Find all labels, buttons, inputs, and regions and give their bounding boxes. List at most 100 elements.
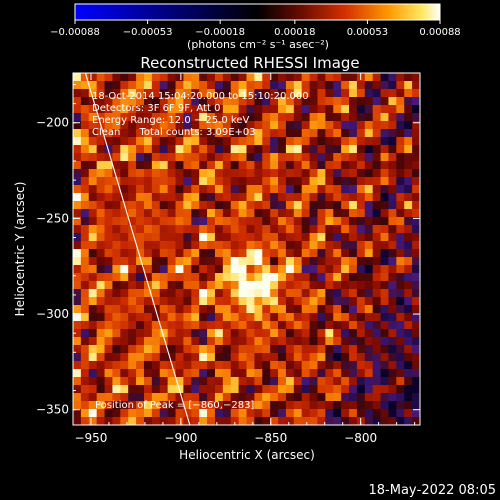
heatmap-cell bbox=[372, 305, 381, 314]
heatmap-cell bbox=[388, 137, 397, 146]
heatmap-cell bbox=[317, 89, 326, 98]
heatmap-cell bbox=[238, 193, 247, 202]
heatmap-cell bbox=[372, 209, 381, 218]
heatmap-cell bbox=[254, 401, 263, 410]
heatmap-cell bbox=[88, 145, 98, 154]
heatmap-cell bbox=[230, 177, 240, 186]
heatmap-cell bbox=[143, 401, 153, 410]
heatmap-cell bbox=[88, 249, 98, 258]
heatmap-cell bbox=[238, 321, 247, 330]
heatmap-cell bbox=[159, 361, 169, 370]
heatmap-cell bbox=[128, 177, 137, 186]
heatmap-cell bbox=[120, 377, 129, 386]
heatmap-cell bbox=[143, 73, 153, 82]
heatmap-cell bbox=[167, 217, 176, 226]
heatmap-cell bbox=[270, 337, 279, 346]
heatmap-cell bbox=[270, 81, 279, 90]
heatmap-cell bbox=[388, 201, 397, 210]
heatmap-cell bbox=[388, 353, 397, 362]
heatmap-cell bbox=[143, 385, 153, 394]
heatmap-cell bbox=[112, 305, 121, 314]
heatmap-cell bbox=[207, 361, 216, 370]
heatmap-cell bbox=[325, 97, 334, 106]
heatmap-cell bbox=[104, 337, 113, 346]
heatmap-cell bbox=[88, 361, 98, 370]
heatmap-cell bbox=[293, 265, 303, 274]
heatmap-cell bbox=[309, 329, 318, 338]
heatmap-cell bbox=[301, 369, 310, 378]
heatmap-cell bbox=[207, 89, 216, 98]
heatmap-cell bbox=[333, 233, 342, 242]
heatmap-cell bbox=[262, 129, 271, 138]
heatmap-cell bbox=[270, 193, 279, 202]
heatmap-cell bbox=[412, 297, 420, 306]
heatmap-cell bbox=[151, 185, 161, 194]
heatmap-cell bbox=[254, 241, 263, 250]
heatmap-cell bbox=[262, 241, 271, 250]
heatmap-cell bbox=[301, 257, 310, 266]
heatmap-cell bbox=[317, 97, 326, 106]
heatmap-cell bbox=[380, 329, 389, 338]
heatmap-cell bbox=[380, 353, 389, 362]
heatmap-cell bbox=[151, 145, 161, 154]
heatmap-cell bbox=[112, 137, 121, 146]
heatmap-cell bbox=[285, 361, 295, 370]
heatmap-cell bbox=[341, 305, 350, 314]
heatmap-cell bbox=[120, 137, 129, 146]
heatmap-cell bbox=[238, 385, 247, 394]
heatmap-cell bbox=[412, 161, 420, 170]
heatmap-cell bbox=[96, 249, 105, 258]
heatmap-cell bbox=[222, 137, 232, 146]
heatmap-cell bbox=[136, 177, 145, 186]
heatmap-cell bbox=[80, 401, 90, 410]
heatmap-cell bbox=[380, 401, 389, 410]
heatmap-cell bbox=[143, 169, 153, 178]
heatmap-cell bbox=[167, 185, 176, 194]
heatmap-cell bbox=[388, 361, 397, 370]
heatmap-cell bbox=[341, 105, 350, 114]
heatmap-cell bbox=[396, 249, 405, 258]
heatmap-cell bbox=[175, 177, 184, 186]
heatmap-cell bbox=[80, 353, 90, 362]
heatmap-cell bbox=[388, 113, 397, 122]
heatmap-cell bbox=[333, 185, 342, 194]
heatmap-cell bbox=[404, 161, 413, 170]
heatmap-cell bbox=[380, 265, 389, 274]
heatmap-cell bbox=[404, 417, 413, 425]
heatmap-cell bbox=[325, 409, 334, 418]
heatmap-cell bbox=[159, 337, 169, 346]
colorbar-frame bbox=[74, 3, 441, 21]
heatmap-cell bbox=[120, 161, 129, 170]
heatmap-cell bbox=[191, 313, 200, 322]
heatmap-cell bbox=[356, 409, 366, 418]
heatmap-cell bbox=[80, 289, 90, 298]
heatmap-cell bbox=[412, 81, 420, 90]
heatmap-cell bbox=[112, 249, 121, 258]
heatmap-cell bbox=[143, 217, 153, 226]
heatmap-cell bbox=[73, 177, 82, 186]
heatmap-cell bbox=[278, 401, 287, 410]
heatmap-cell bbox=[270, 313, 279, 322]
heatmap-cell bbox=[349, 241, 358, 250]
heatmap-cell bbox=[285, 225, 295, 234]
heatmap-cell bbox=[214, 313, 224, 322]
heatmap-cell bbox=[349, 409, 358, 418]
heatmap-cell bbox=[317, 345, 326, 354]
heatmap-cell bbox=[128, 361, 137, 370]
heatmap-cell bbox=[404, 313, 413, 322]
heatmap-cell bbox=[372, 169, 381, 178]
heatmap-cell bbox=[214, 257, 224, 266]
heatmap-cell bbox=[159, 161, 169, 170]
heatmap-cell bbox=[372, 193, 381, 202]
heatmap-cell bbox=[222, 257, 232, 266]
heatmap-cell bbox=[278, 137, 287, 146]
heatmap-cell bbox=[128, 185, 137, 194]
heatmap-cell bbox=[396, 385, 405, 394]
heatmap-cell bbox=[199, 369, 208, 378]
heatmap-cell bbox=[404, 289, 413, 298]
heatmap-cell bbox=[396, 361, 405, 370]
heatmap-cell bbox=[151, 97, 161, 106]
heatmap-cell bbox=[238, 361, 247, 370]
heatmap-cell bbox=[270, 121, 279, 130]
heatmap-cell bbox=[349, 193, 358, 202]
